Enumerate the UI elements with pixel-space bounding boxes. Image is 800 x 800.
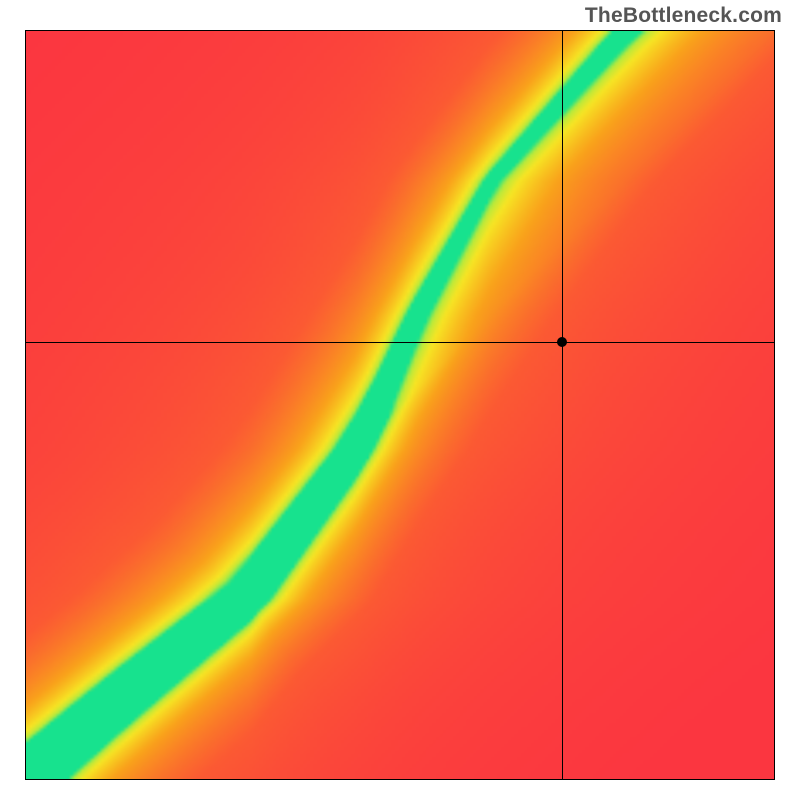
watermark-text: TheBottleneck.com <box>585 4 782 28</box>
heatmap-canvas <box>26 31 774 779</box>
chart-container: TheBottleneck.com <box>0 0 800 800</box>
crosshair-horizontal <box>26 342 774 343</box>
plot-area <box>25 30 775 780</box>
crosshair-vertical <box>562 31 563 779</box>
